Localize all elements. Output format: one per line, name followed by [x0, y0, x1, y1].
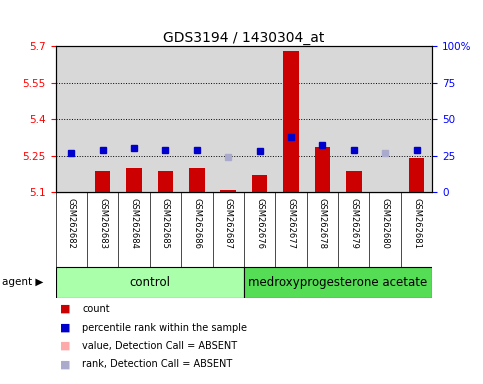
Text: percentile rank within the sample: percentile rank within the sample	[82, 323, 247, 333]
Text: medroxyprogesterone acetate: medroxyprogesterone acetate	[248, 276, 428, 289]
Text: GSM262677: GSM262677	[286, 198, 296, 249]
Bar	[314, 147, 330, 192]
Text: control: control	[129, 276, 170, 289]
Bar	[95, 171, 111, 192]
Text: GSM262682: GSM262682	[67, 198, 76, 249]
Bar	[157, 171, 173, 192]
Text: ■: ■	[60, 323, 71, 333]
Text: count: count	[82, 304, 110, 314]
Bar	[409, 158, 425, 192]
Text: value, Detection Call = ABSENT: value, Detection Call = ABSENT	[82, 341, 237, 351]
Bar	[346, 171, 362, 192]
Text: GSM262681: GSM262681	[412, 198, 421, 249]
Bar	[252, 175, 268, 192]
Bar	[244, 267, 432, 298]
Text: GSM262687: GSM262687	[224, 198, 233, 249]
Text: GSM262685: GSM262685	[161, 198, 170, 249]
Text: ■: ■	[60, 341, 71, 351]
Text: GSM262676: GSM262676	[255, 198, 264, 249]
Text: ■: ■	[60, 304, 71, 314]
Text: GSM262679: GSM262679	[349, 198, 358, 249]
Bar	[189, 168, 205, 192]
Text: GSM262683: GSM262683	[98, 198, 107, 249]
Bar	[283, 51, 299, 192]
Text: rank, Detection Call = ABSENT: rank, Detection Call = ABSENT	[82, 359, 232, 369]
Text: GSM262680: GSM262680	[381, 198, 390, 249]
Text: agent ▶: agent ▶	[2, 277, 44, 287]
Bar	[56, 267, 244, 298]
Text: GSM262686: GSM262686	[192, 198, 201, 249]
Bar	[220, 190, 236, 192]
Text: GSM262684: GSM262684	[129, 198, 139, 249]
Text: ■: ■	[60, 359, 71, 369]
Text: GSM262678: GSM262678	[318, 198, 327, 249]
Title: GDS3194 / 1430304_at: GDS3194 / 1430304_at	[163, 31, 325, 45]
Bar	[126, 168, 142, 192]
